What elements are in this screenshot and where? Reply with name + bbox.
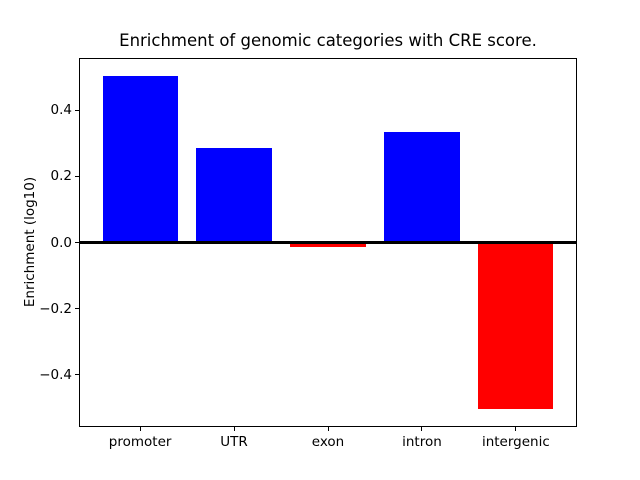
bar-intron: [384, 132, 460, 243]
x-tick-mark: [139, 427, 141, 431]
y-tick-mark: [75, 308, 79, 310]
y-tick-mark: [75, 109, 79, 111]
bar-exon: [290, 242, 366, 248]
x-tick-label: promoter: [108, 434, 172, 450]
y-tick-label: 0.2: [50, 168, 72, 185]
x-tick-label: exon: [311, 434, 345, 450]
x-tick-label: intron: [402, 434, 442, 450]
x-tick-label: intergenic: [481, 434, 550, 450]
x-tick-mark: [515, 427, 517, 431]
plot-area: [79, 58, 577, 427]
bar-promoter: [102, 75, 178, 243]
x-tick-mark: [421, 427, 423, 431]
bar-intergenic: [478, 242, 554, 409]
bar-UTR: [196, 147, 272, 243]
x-tick-label: UTR: [220, 434, 248, 450]
y-tick-label: 0.4: [50, 102, 72, 119]
y-tick-mark: [75, 374, 79, 376]
x-tick-mark: [233, 427, 235, 431]
zero-line: [80, 241, 576, 244]
y-tick-label: 0.0: [50, 234, 72, 251]
y-tick-mark: [75, 242, 79, 243]
y-tick-mark: [75, 175, 79, 177]
x-tick-mark: [327, 427, 329, 431]
y-tick-label: −0.2: [39, 300, 72, 317]
y-tick-label: −0.4: [39, 366, 72, 383]
chart-title: Enrichment of genomic categories with CR…: [119, 31, 537, 50]
